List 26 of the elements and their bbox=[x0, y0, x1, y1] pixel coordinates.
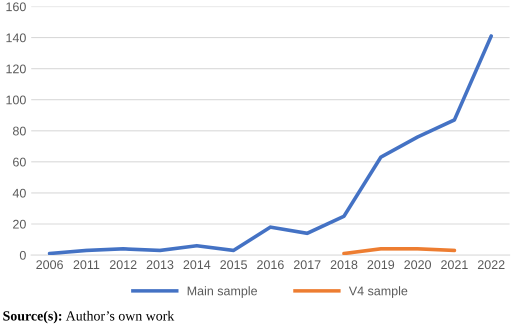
x-tick-label: 2013 bbox=[146, 260, 174, 270]
y-tick-label: 80 bbox=[12, 126, 26, 136]
x-tick-label: 2022 bbox=[478, 260, 504, 270]
x-tick-label: 2006 bbox=[36, 260, 63, 270]
x-tick-label: 2011 bbox=[74, 260, 100, 270]
y-tick-label: 20 bbox=[13, 220, 26, 229]
y-tick-label: 140 bbox=[6, 33, 26, 42]
y-tick-label: 100 bbox=[6, 96, 26, 104]
x-tick-label: 2012 bbox=[110, 260, 136, 270]
legend-label: Main sample bbox=[188, 286, 257, 298]
source-note: Source(s): Author’s own work bbox=[3, 310, 174, 324]
x-tick-label: 2017 bbox=[294, 260, 320, 270]
y-tick-label: 160 bbox=[6, 2, 26, 12]
x-tick-label: 2021 bbox=[441, 260, 468, 270]
x-tick-label: 2016 bbox=[257, 260, 284, 270]
y-tick-label: 0 bbox=[20, 250, 26, 260]
y-tick-label: 40 bbox=[12, 188, 26, 198]
x-tick-label: 2018 bbox=[330, 260, 358, 270]
x-tick-label: 2020 bbox=[404, 260, 432, 270]
x-tick-label: 2019 bbox=[368, 260, 394, 270]
line-series bbox=[48, 34, 494, 256]
x-tick-label: 2015 bbox=[220, 260, 247, 270]
legend-label: V4 sample bbox=[348, 286, 408, 298]
x-tick-label: 2014 bbox=[184, 260, 210, 270]
y-tick-label: 60 bbox=[13, 158, 26, 167]
y-tick-label: 120 bbox=[6, 64, 26, 74]
